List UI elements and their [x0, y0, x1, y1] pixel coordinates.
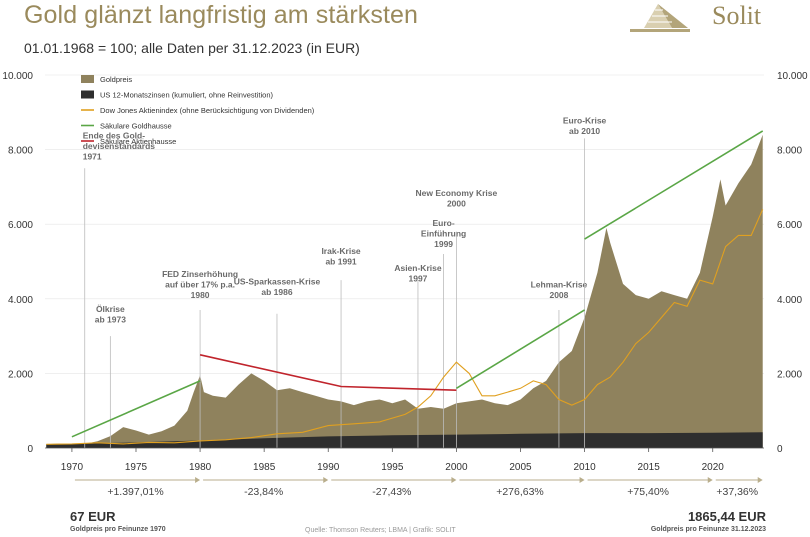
chart-title: Gold glänzt langfristig am stärksten [24, 1, 419, 29]
annotation-label-5: Asien-Krise 1997 [394, 263, 442, 284]
period-arrowhead-2 [451, 477, 457, 483]
annotation-label-8: Lehman-Krise 2008 [531, 280, 588, 301]
y-tick-left-4: 8.000 [8, 146, 33, 157]
legend-s-kulare-aktienhausse-label: Säkulare Aktienhausse [100, 137, 176, 146]
gold-price-1970-label: Goldpreis pro Feinunze 1970 [70, 526, 166, 533]
y-tick-left-0: 0 [27, 444, 33, 455]
gold-price-1970-value: 67 EUR [70, 509, 116, 524]
x-tick-8: 2010 [573, 462, 596, 473]
chart-subtitle: 01.01.1968 = 100; alle Daten per 31.12.2… [24, 40, 360, 56]
solit-pyramid-logo-icon [630, 4, 690, 32]
annotation-label-4: Irak-Krise ab 1991 [321, 246, 360, 266]
gold-bull-trend-2 [584, 130, 764, 240]
y-tick-right-4: 8.000 [777, 146, 802, 157]
period-arrowhead-1 [323, 477, 329, 483]
x-tick-10: 2020 [702, 462, 725, 473]
y-tick-left-3: 6.000 [8, 220, 33, 231]
legend-dow-jones-aktienindex-ohne-ber-label: Dow Jones Aktienindex (ohne Berücksichti… [100, 106, 315, 115]
gold-bull-trend-1 [455, 309, 585, 390]
gold-price-2023-label: Goldpreis pro Feinunze 31.12.2023 [650, 526, 766, 533]
period-arrowhead-5 [757, 477, 763, 483]
y-tick-left-2: 4.000 [8, 295, 33, 306]
annotation-label-9: Euro-Krise ab 2010 [563, 115, 607, 135]
period-arrowhead-4 [707, 477, 713, 483]
x-tick-9: 2015 [638, 462, 661, 473]
y-tick-left-5: 10.000 [2, 71, 33, 82]
x-tick-1: 1975 [125, 462, 148, 473]
x-tick-6: 2000 [445, 462, 468, 473]
stock-bull-trend-line [199, 354, 457, 391]
series-goldpreis-area [46, 134, 763, 448]
gold-bull-trend-0 [71, 380, 201, 438]
annotation-label-7: New Economy Krise 2000 [416, 188, 498, 209]
y-tick-right-2: 4.000 [777, 295, 802, 306]
series-dow-jones-line [46, 209, 764, 445]
period-arrowhead-0 [195, 477, 201, 483]
y-tick-right-3: 6.000 [777, 220, 802, 231]
period-return-0: +1.397,01% [107, 486, 163, 498]
x-tick-0: 1970 [61, 462, 84, 473]
x-tick-2: 1980 [189, 462, 212, 473]
annotation-label-2: FED Zinserhöhung auf über 17% p.a. 1980 [162, 269, 238, 300]
brand-name: Solit [712, 1, 762, 30]
annotation-label-1: Ölkrise ab 1973 [95, 304, 126, 325]
period-return-5: +37,36% [716, 486, 758, 498]
period-return-2: -27,43% [372, 486, 411, 498]
y-tick-right-1: 2.000 [777, 369, 802, 380]
y-tick-left-1: 2.000 [8, 369, 33, 380]
period-return-4: +75,40% [627, 486, 669, 498]
y-tick-right-5: 10.000 [777, 71, 808, 82]
legend-s-kulare-goldhausse-label: Säkulare Goldhausse [100, 122, 172, 131]
y-tick-right-0: 0 [777, 444, 783, 455]
annotation-label-3: US-Sparkassen-Krise ab 1986 [234, 277, 321, 298]
x-tick-7: 2005 [509, 462, 532, 473]
period-return-1: -23,84% [244, 486, 283, 498]
annotation-label-6: Euro-Einführung 1999 [421, 218, 466, 249]
source-note: Quelle: Thomson Reuters; LBMA | Grafik: … [305, 527, 456, 534]
legend-us-12-monatszinsen-kumuliert-o-label: US 12-Monatszinsen (kumuliert, ohne Rein… [100, 91, 273, 100]
annotation-label-0: Ende des Gold-devisenstandards 1971 [83, 130, 156, 161]
legend-us-12-monatszinsen-kumuliert-o-swatch [81, 90, 94, 99]
x-tick-3: 1985 [253, 462, 276, 473]
legend-goldpreis-label: Goldpreis [100, 75, 132, 84]
series-us-zinsen-area [46, 432, 763, 448]
period-return-3: +276,63% [496, 486, 544, 498]
x-tick-4: 1990 [317, 462, 340, 473]
x-tick-5: 1995 [381, 462, 404, 473]
period-arrowhead-3 [579, 477, 585, 483]
gold-price-2023-value: 1865,44 EUR [687, 509, 766, 524]
legend-goldpreis-swatch [81, 75, 94, 83]
